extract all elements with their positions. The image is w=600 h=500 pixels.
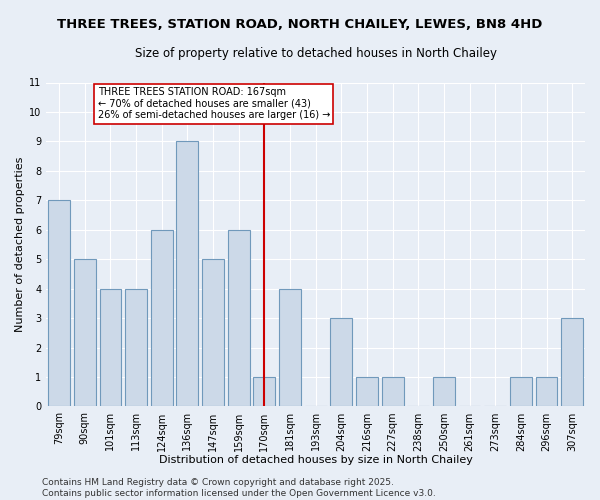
Text: THREE TREES, STATION ROAD, NORTH CHAILEY, LEWES, BN8 4HD: THREE TREES, STATION ROAD, NORTH CHAILEY… (58, 18, 542, 30)
Bar (228, 230, 250, 406)
Bar (536, 377, 557, 406)
Bar (100, 288, 121, 406)
Text: THREE TREES STATION ROAD: 167sqm
← 70% of detached houses are smaller (43)
26% o: THREE TREES STATION ROAD: 167sqm ← 70% o… (98, 87, 330, 120)
Bar (176, 142, 198, 406)
Bar (382, 377, 404, 406)
Bar (125, 288, 147, 406)
Bar (561, 318, 583, 406)
Bar (279, 288, 301, 406)
Bar (48, 200, 70, 406)
Bar (74, 259, 95, 406)
Text: Contains HM Land Registry data © Crown copyright and database right 2025.
Contai: Contains HM Land Registry data © Crown c… (42, 478, 436, 498)
X-axis label: Distribution of detached houses by size in North Chailey: Distribution of detached houses by size … (159, 455, 473, 465)
Y-axis label: Number of detached properties: Number of detached properties (15, 157, 25, 332)
Bar (253, 377, 275, 406)
Bar (356, 377, 378, 406)
Bar (331, 318, 352, 406)
Bar (433, 377, 455, 406)
Title: Size of property relative to detached houses in North Chailey: Size of property relative to detached ho… (134, 48, 497, 60)
Bar (510, 377, 532, 406)
Bar (202, 259, 224, 406)
Bar (151, 230, 173, 406)
